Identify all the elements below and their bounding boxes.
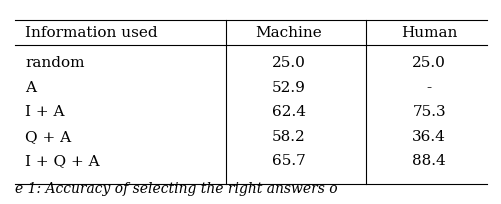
Text: 88.4: 88.4 — [411, 154, 445, 168]
Text: Information used: Information used — [25, 26, 157, 40]
Text: Machine: Machine — [255, 26, 321, 40]
Text: 25.0: 25.0 — [271, 56, 305, 70]
Text: random: random — [25, 56, 85, 70]
Text: Q + A: Q + A — [25, 130, 71, 144]
Text: I + A: I + A — [25, 105, 65, 119]
Text: 25.0: 25.0 — [411, 56, 445, 70]
Text: 36.4: 36.4 — [411, 130, 445, 144]
Text: e 1: Accuracy of selecting the right answers o: e 1: Accuracy of selecting the right ans… — [15, 182, 337, 196]
Text: Human: Human — [400, 26, 456, 40]
Text: 65.7: 65.7 — [271, 154, 305, 168]
Text: 75.3: 75.3 — [412, 105, 445, 119]
Text: 52.9: 52.9 — [271, 81, 305, 95]
Text: I + Q + A: I + Q + A — [25, 154, 100, 168]
Text: A: A — [25, 81, 36, 95]
Text: 58.2: 58.2 — [271, 130, 305, 144]
Text: 62.4: 62.4 — [271, 105, 305, 119]
Text: -: - — [426, 81, 431, 95]
